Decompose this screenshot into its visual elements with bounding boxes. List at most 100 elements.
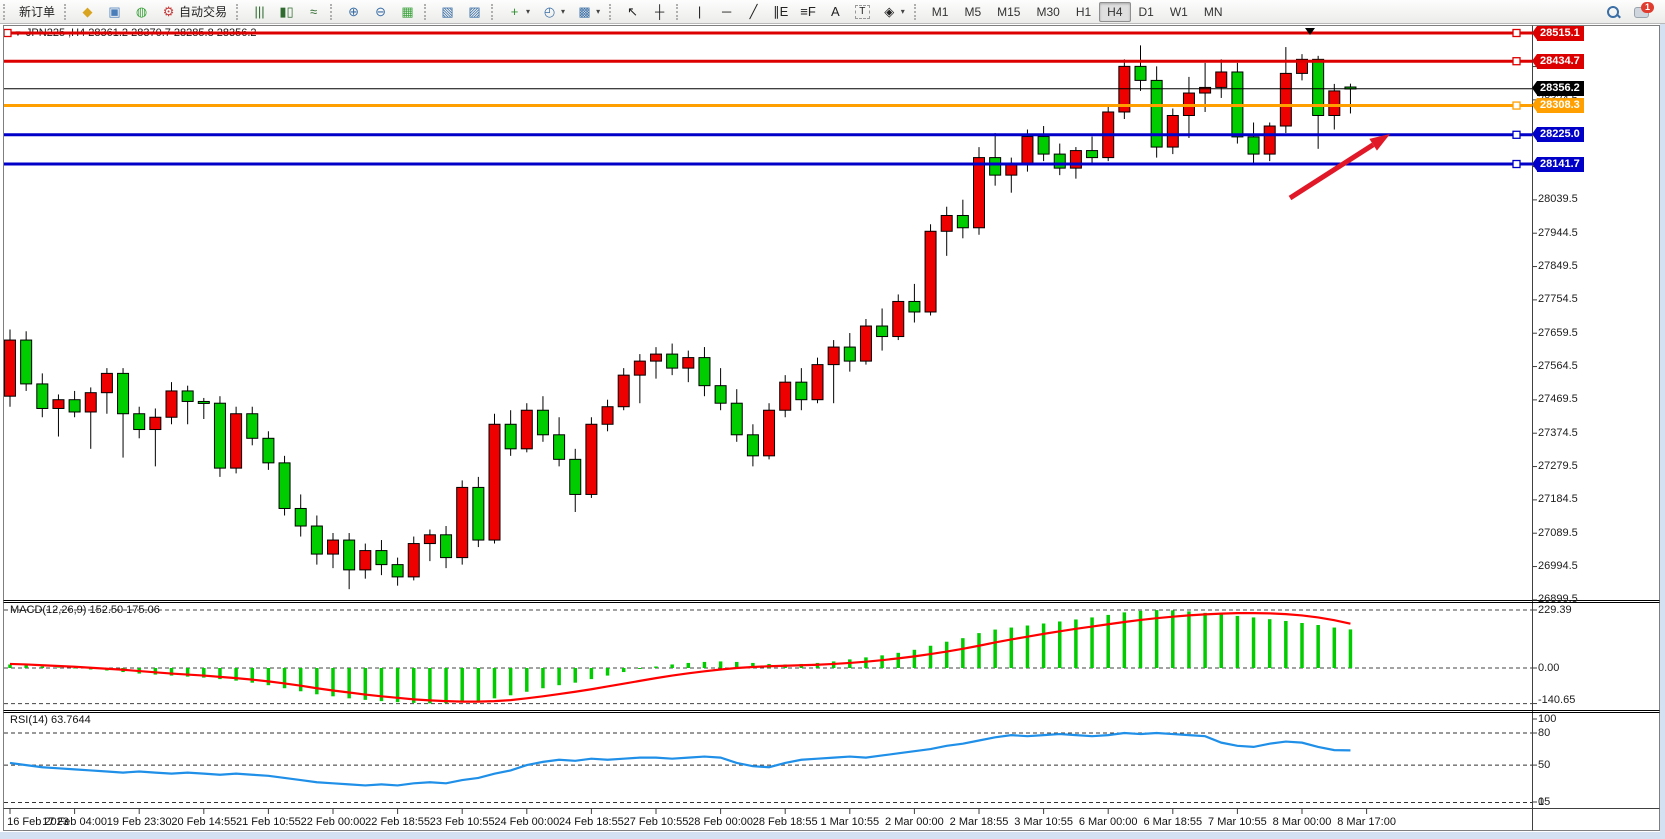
candle-body — [84, 392, 97, 413]
trendline-icon[interactable]: ╱ — [740, 1, 767, 23]
toolbar-grip[interactable] — [424, 3, 431, 20]
equidistant-channel-icon: ∥E — [773, 3, 789, 19]
rsi-axis-label: 50 — [1538, 758, 1551, 771]
time-axis-label[interactable]: 19 Feb 23:30 — [106, 816, 172, 828]
timeframe-button-m5[interactable]: M5 — [964, 4, 982, 19]
timeframe-button-m30[interactable]: M30 — [1036, 4, 1060, 19]
zoom-in-icon[interactable]: ⊕ — [340, 1, 367, 23]
crosshair-icon[interactable]: ┼ — [646, 1, 673, 23]
support-line-1-handle[interactable] — [1512, 130, 1521, 139]
cursor-icon[interactable]: ↖ — [619, 1, 646, 23]
support-line-2-handle[interactable] — [1512, 159, 1521, 169]
horizontal-line-icon[interactable]: ─ — [713, 1, 740, 23]
time-axis-label[interactable]: 6 Mar 18:55 — [1143, 816, 1203, 828]
candle-body — [472, 486, 485, 541]
time-axis-label[interactable]: 7 Mar 10:55 — [1208, 816, 1267, 828]
candle-body — [924, 230, 937, 313]
price-axis-label: 27659.5 — [1538, 326, 1578, 339]
toolbar-grip[interactable] — [913, 3, 921, 20]
time-axis-label[interactable]: 21 Feb 10:55 — [235, 816, 301, 828]
vertical-line-icon[interactable]: | — [686, 1, 713, 23]
resistance-line-1-left-handle[interactable] — [4, 28, 12, 38]
rsi-axis-label: 0 — [1538, 795, 1545, 808]
candle-body — [133, 413, 146, 431]
timeframe-button-w1[interactable]: W1 — [1169, 4, 1188, 19]
timeframe-button-m1[interactable]: M1 — [931, 4, 949, 19]
toolbar-grip[interactable] — [491, 3, 498, 20]
text-label-icon[interactable]: T — [849, 1, 876, 23]
rsi-axis-label: 15 — [1538, 795, 1551, 808]
period-icon[interactable]: ◴ ▾ — [536, 1, 571, 23]
time-axis-label[interactable]: 20 Feb 14:55 — [171, 816, 237, 828]
window-frame-bottom — [0, 832, 1665, 839]
notifications-button[interactable]: 1 — [1627, 1, 1657, 23]
price-axis-label: 27279.5 — [1538, 460, 1578, 473]
toolbar-grip[interactable] — [236, 3, 243, 20]
auto-arrange-icon[interactable]: ▧ — [434, 1, 461, 23]
time-axis-label[interactable]: 28 Feb 00:00 — [688, 816, 754, 828]
time-axis-label[interactable]: 2 Mar 18:55 — [949, 816, 1009, 828]
time-axis-label[interactable]: 22 Feb 18:55 — [365, 816, 431, 828]
arrange-tile-icon[interactable]: ▨ — [461, 1, 488, 23]
time-axis-label[interactable]: 22 Feb 00:00 — [300, 816, 366, 828]
orange-level-line-price-tag: 28308.3 — [1532, 98, 1584, 114]
candle-body — [52, 399, 65, 409]
time-axis-label[interactable]: 8 Mar 17:00 — [1337, 816, 1396, 828]
resistance-line-1-handle[interactable] — [1512, 28, 1521, 38]
template-icon[interactable]: ▩ ▾ — [571, 1, 606, 23]
candle-body — [1215, 71, 1228, 88]
price-axis-label: 27184.5 — [1538, 493, 1578, 506]
time-axis-label[interactable]: 28 Feb 18:55 — [752, 816, 818, 828]
tile-windows-icon[interactable]: ▦ — [394, 1, 421, 23]
time-axis-label[interactable]: 24 Feb 00:00 — [494, 816, 560, 828]
candle-body — [1199, 86, 1212, 94]
candle-body — [601, 406, 614, 425]
fibonacci-icon[interactable]: ≡F — [794, 1, 822, 23]
candle-body — [1134, 65, 1147, 81]
market-report-icon[interactable]: ▣ — [101, 1, 128, 23]
resistance-line-2-handle[interactable] — [1512, 57, 1521, 66]
rsi-axis-label: 80 — [1538, 726, 1551, 739]
toolbar-grip[interactable] — [330, 3, 337, 20]
orange-level-line-handle[interactable] — [1512, 101, 1521, 110]
time-axis-label[interactable]: 6 Mar 00:00 — [1078, 816, 1138, 828]
timeframe-button-h1[interactable]: H1 — [1075, 4, 1092, 19]
zoom-out-icon[interactable]: ⊖ — [367, 1, 394, 23]
time-axis-label[interactable]: 23 Feb 10:55 — [429, 816, 495, 828]
new-order-button[interactable]: 新订单 — [13, 1, 61, 23]
gold-ingot-icon[interactable]: ◆ — [74, 1, 101, 23]
time-axis-label[interactable]: 2 Mar 00:00 — [885, 816, 944, 828]
bar-chart-icon[interactable]: ||| — [246, 1, 273, 23]
timeframe-button-h4[interactable]: H4 — [1099, 1, 1131, 22]
toolbar-grip[interactable] — [676, 3, 683, 20]
toolbar-grip[interactable] — [64, 3, 71, 20]
timeframe-button-m15[interactable]: M15 — [997, 4, 1021, 19]
equidistant-channel-icon[interactable]: ∥E — [767, 1, 794, 23]
horizontal-line-icon: ─ — [721, 3, 732, 19]
annotation-arrow-shaft[interactable] — [1288, 142, 1375, 201]
line-chart-icon[interactable]: ≈ — [300, 1, 327, 23]
toolbar-grip[interactable] — [609, 3, 616, 20]
time-axis-label[interactable]: 16 Feb 2023 — [7, 816, 69, 828]
text-icon[interactable]: A — [822, 1, 849, 23]
timeframe-button-d1[interactable]: D1 — [1138, 4, 1154, 19]
candlestick-chart-icon[interactable]: ▮▯ — [273, 1, 300, 23]
time-axis-label[interactable]: 3 Mar 10:55 — [1014, 816, 1073, 828]
toolbar-grip[interactable] — [3, 3, 10, 20]
time-axis-label[interactable]: 27 Feb 10:55 — [623, 816, 689, 828]
new-chart-icon[interactable]: + ▾ — [501, 1, 536, 23]
time-axis-label[interactable]: 8 Mar 00:00 — [1272, 816, 1332, 828]
autotrade-button[interactable]: ⚙ 自动交易 — [155, 1, 233, 23]
signal-icon[interactable]: ◍ — [128, 1, 155, 23]
time-axis-label[interactable]: 17 Feb 04:00 — [42, 816, 108, 828]
candle-body — [423, 534, 436, 545]
search-button[interactable] — [1599, 1, 1627, 23]
timeframe-button-mn[interactable]: MN — [1203, 4, 1223, 19]
shapes-icon[interactable]: ◈ ▾ — [876, 1, 911, 23]
time-axis-label[interactable]: 1 Mar 10:55 — [820, 816, 880, 828]
candle-body — [4, 339, 16, 397]
support-line-2-price-tag: 28141.7 — [1532, 156, 1584, 172]
time-axis-label[interactable]: 24 Feb 18:55 — [558, 816, 624, 828]
annotation-arrow-head[interactable] — [1369, 134, 1390, 151]
